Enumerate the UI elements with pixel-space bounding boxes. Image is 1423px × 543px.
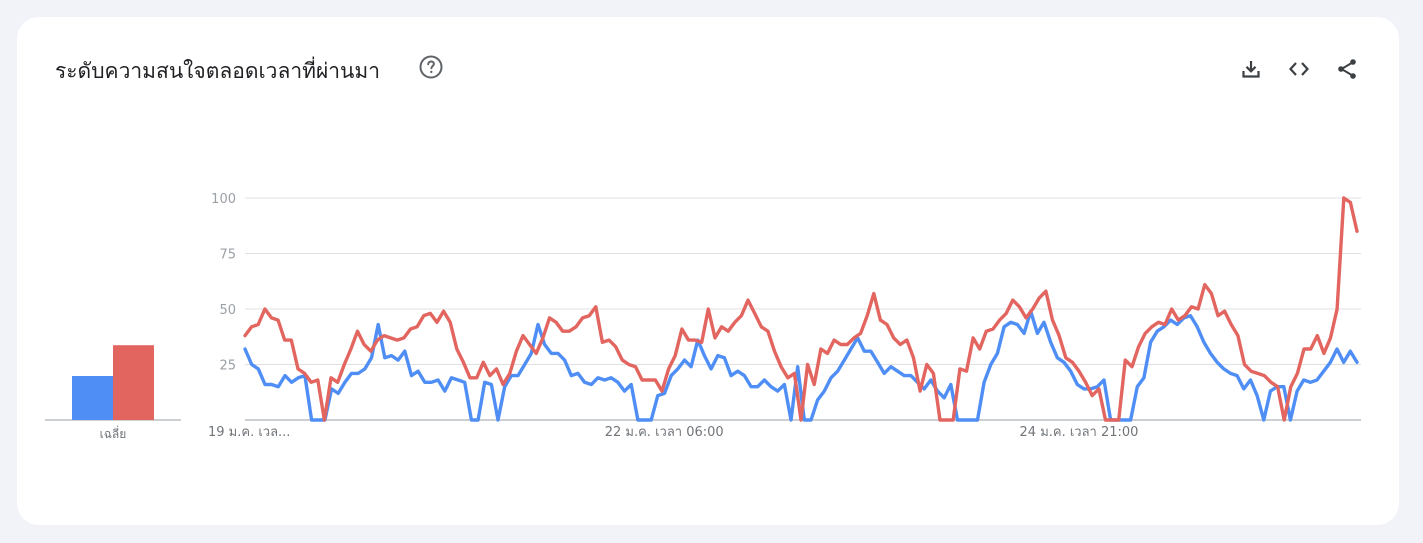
card-title: ระดับความสนใจตลอดเวลาที่ผ่านมา [55, 59, 381, 83]
average-label: เฉลี่ย [100, 425, 127, 441]
y-tick-label: 50 [219, 303, 236, 318]
x-tick-label: 22 ม.ค. เวลา 06:00 [605, 425, 724, 440]
y-tick-label: 25 [219, 359, 236, 374]
y-tick-label: 75 [219, 248, 236, 263]
series-line-2 [243, 196, 1359, 422]
average-bar-1 [72, 376, 113, 420]
series-lines [243, 196, 1359, 422]
x-tick-label: 19 ม.ค. เวล... [208, 425, 290, 440]
y-axis-ticks: 25 50 75 100 [211, 192, 236, 374]
download-icon[interactable] [1239, 57, 1263, 81]
series-line-1 [243, 309, 1359, 422]
x-axis-ticks: 19 ม.ค. เวล... 22 ม.ค. เวลา 06:00 24 ม.ค. … [208, 425, 1138, 440]
average-bars [72, 345, 154, 420]
grid [245, 197, 1361, 365]
help-icon[interactable] [419, 55, 443, 79]
share-icon[interactable] [1335, 57, 1359, 81]
y-tick-label: 100 [211, 192, 236, 207]
embed-icon[interactable] [1287, 57, 1311, 81]
interest-over-time-card: ระดับความสนใจตลอดเวลาที่ผ่านมา [17, 17, 1399, 525]
x-tick-label: 24 ม.ค. เวลา 21:00 [1020, 425, 1139, 440]
average-bar-2 [113, 345, 154, 420]
